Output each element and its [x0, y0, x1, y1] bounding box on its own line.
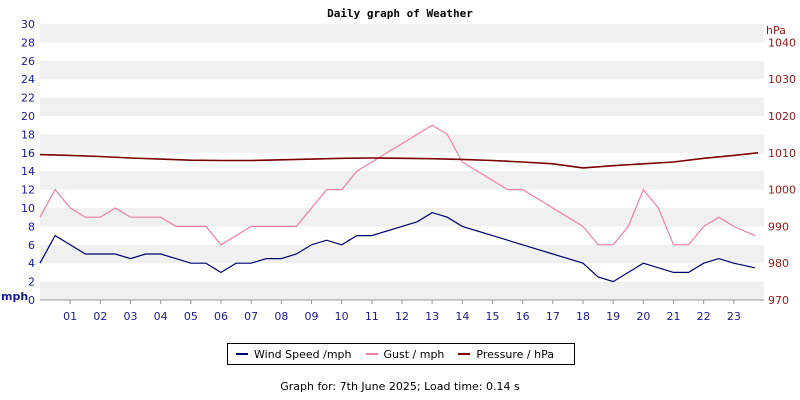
left-tick-label: 4	[28, 257, 35, 270]
left-tick-label: 0	[28, 294, 35, 307]
left-tick-label: 28	[21, 36, 35, 49]
left-axis-unit: mph	[1, 290, 28, 303]
legend-swatch-wind	[236, 353, 248, 355]
chart-title: Daily graph of Weather	[327, 7, 473, 20]
x-tick-label: 05	[184, 310, 198, 323]
x-tick-label: 02	[93, 310, 107, 323]
left-tick-label: 18	[21, 128, 35, 141]
left-tick-label: 6	[28, 239, 35, 252]
right-axis-unit: hPa	[766, 24, 786, 37]
right-tick-label: 970	[768, 294, 789, 307]
x-axis-ticks: 01 02 03 04 05 06 07 08 09 10 11 12 13 14 15 16 17 18 19 20…	[63, 300, 741, 323]
right-tick-label: 980	[768, 257, 789, 270]
grid-band	[40, 244, 764, 264]
left-tick-label: 12	[21, 184, 35, 197]
grid-band	[40, 208, 764, 227]
left-tick-label: 2	[28, 276, 35, 289]
left-tick-label: 22	[21, 92, 35, 105]
x-tick-label: 20	[636, 310, 650, 323]
plot-lines	[39, 124, 759, 283]
left-tick-label: 8	[28, 220, 35, 233]
grid-band	[40, 281, 764, 300]
right-tick-label: 1010	[768, 147, 796, 160]
x-tick-label: 03	[124, 310, 138, 323]
grid-band	[40, 24, 764, 43]
right-tick-label: 1040	[768, 36, 796, 49]
x-tick-label: 23	[727, 310, 741, 323]
x-tick-label: 06	[214, 310, 228, 323]
right-tick-label: 1020	[768, 110, 796, 123]
series-line-1	[39, 124, 756, 246]
x-tick-label: 07	[244, 310, 258, 323]
right-tick-label: 1000	[768, 184, 796, 197]
x-tick-label: 01	[63, 310, 77, 323]
legend-item-wind: Wind Speed /mph	[236, 348, 352, 361]
grid-band	[40, 60, 764, 80]
x-tick-label: 08	[274, 310, 288, 323]
x-tick-label: 22	[697, 310, 711, 323]
right-tick-label: 990	[768, 220, 789, 233]
left-tick-label: 20	[21, 110, 35, 123]
series-line-2	[39, 152, 759, 169]
right-tick-label: 1030	[768, 73, 796, 86]
x-tick-label: 11	[365, 310, 379, 323]
grid-band	[40, 97, 764, 116]
x-tick-label: 14	[455, 310, 469, 323]
x-tick-label: 19	[606, 310, 620, 323]
series-line-0	[39, 211, 756, 283]
legend-label-pressure: Pressure / hPa	[476, 347, 554, 361]
x-tick-label: 12	[395, 310, 409, 323]
legend-swatch-pressure	[458, 353, 471, 355]
x-tick-label: 04	[154, 310, 168, 323]
legend-swatch-gust	[365, 353, 378, 355]
x-tick-label: 13	[425, 310, 439, 323]
x-tick-label: 17	[546, 310, 560, 323]
footer-status: Graph for: 7th June 2025; Load time: 0.1…	[280, 380, 520, 393]
x-tick-label: 10	[335, 310, 349, 323]
legend-item-gust: Gust / mph	[365, 347, 445, 361]
left-tick-label: 10	[21, 202, 35, 215]
x-tick-label: 16	[516, 310, 530, 323]
legend: Wind Speed /mph Gust / mph Pressure / hP…	[227, 343, 575, 365]
legend-label-wind: Wind Speed /mph	[254, 347, 352, 361]
grid-band	[40, 171, 764, 190]
x-tick-label: 15	[486, 310, 500, 323]
left-tick-label: 14	[21, 165, 35, 178]
left-tick-label: 16	[21, 147, 35, 160]
left-tick-label: 26	[21, 55, 35, 68]
x-tick-label: 09	[305, 310, 319, 323]
legend-label-gust: Gust / mph	[383, 347, 445, 361]
x-tick-label: 21	[667, 310, 681, 323]
left-tick-label: 30	[21, 18, 35, 31]
x-tick-label: 18	[576, 310, 590, 323]
right-axis-ticks: 970 980 990 1000 1010 1020 1030 1040	[768, 36, 796, 307]
left-tick-label: 24	[21, 73, 35, 86]
grid-bands	[40, 24, 764, 300]
legend-item-pressure: Pressure / hPa	[458, 348, 554, 361]
